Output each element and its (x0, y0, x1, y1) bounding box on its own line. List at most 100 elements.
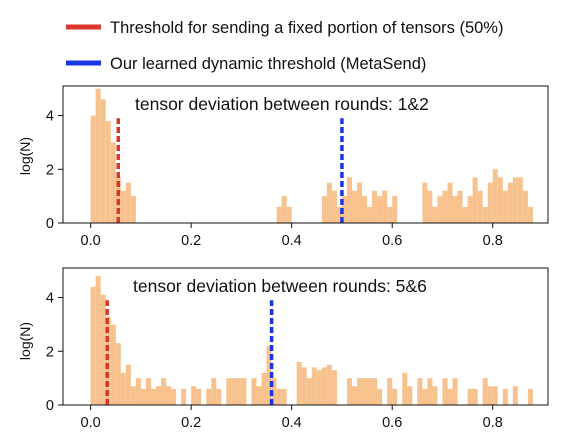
x-axis-ticks: 0.0 0.2 0.4 0.6 0.8 (81, 405, 503, 431)
histogram-bar (502, 388, 508, 405)
histogram-bar (90, 115, 96, 223)
histogram-bar (527, 388, 533, 405)
histogram-bar (482, 206, 488, 223)
histogram-bar (120, 190, 126, 223)
histogram-bar (181, 388, 187, 405)
histogram-bar (125, 364, 131, 405)
histogram-bar (472, 177, 478, 223)
histogram-bar (382, 190, 388, 223)
histogram-bar (346, 378, 352, 405)
histogram-bar (447, 388, 453, 405)
histogram-bar (95, 276, 101, 405)
histogram-bar (161, 378, 167, 405)
histogram-bar (492, 169, 498, 223)
histogram-bar (377, 196, 383, 223)
histogram-bar (216, 388, 222, 405)
histogram-bar (105, 120, 111, 223)
legend-label-learned-threshold: Our learned dynamic threshold (MetaSend) (110, 55, 426, 73)
histogram-bar (191, 386, 197, 405)
histogram-bar (120, 372, 126, 405)
histogram-bar (261, 372, 267, 405)
histogram-panel-rounds-1-2: 0.0 0.2 0.4 0.6 0.8 0 2 4 log(N) tensor deviat… (17, 85, 549, 249)
histogram-bar (231, 378, 237, 405)
histogram-bar (241, 378, 247, 405)
histogram-bar (171, 388, 177, 405)
histogram-bar (447, 182, 453, 223)
histogram-bar (442, 378, 448, 405)
histogram-bar (487, 386, 493, 405)
histogram-bar (377, 388, 383, 405)
histogram-bar (110, 142, 116, 223)
legend-label-fixed-threshold: Threshold for sending a fixed portion of… (110, 19, 503, 37)
x-tick-label: 0.6 (382, 415, 402, 431)
x-tick-label: 0.6 (382, 233, 402, 249)
histogram-bar (196, 388, 202, 405)
histogram-bar (457, 190, 463, 223)
y-tick-label: 2 (46, 162, 54, 178)
histogram-bar (392, 388, 398, 405)
histogram-bar (372, 378, 378, 405)
x-tick-label: 0.8 (483, 233, 503, 249)
histogram-bar (372, 190, 378, 223)
histogram-bar (432, 206, 438, 223)
histogram-bar (432, 386, 438, 405)
histogram-bar (522, 190, 528, 223)
y-tick-label: 4 (46, 109, 54, 125)
histogram-bar (462, 206, 468, 223)
histogram-bar (497, 177, 503, 223)
histogram-bar (367, 378, 373, 405)
histogram-bar (437, 196, 443, 223)
histogram-bars (90, 88, 533, 223)
histogram-bar (517, 177, 523, 223)
y-axis-ticks: 0 2 4 (46, 109, 63, 232)
histogram-bar (326, 364, 332, 405)
histogram-bar (206, 388, 212, 405)
y-axis-ticks: 0 2 4 (46, 291, 63, 414)
histogram-bar (110, 324, 116, 405)
plot-frame (62, 85, 549, 224)
x-tick-label: 0.0 (81, 415, 101, 431)
y-tick-label: 0 (46, 216, 54, 232)
histogram-bar (507, 182, 513, 223)
x-tick-label: 0.2 (181, 233, 201, 249)
histogram-bar (477, 190, 483, 223)
histogram-bar (321, 367, 327, 405)
histogram-bar (296, 362, 302, 405)
histogram-bar (100, 294, 106, 405)
histogram-bar (452, 378, 458, 405)
histogram-bar (487, 182, 493, 223)
histogram-bar (236, 378, 242, 405)
histogram-bar (166, 386, 172, 405)
histogram-bar (326, 182, 332, 223)
histogram-bar (155, 386, 162, 405)
histogram-bar (467, 388, 473, 405)
histogram-bar (256, 386, 262, 405)
histogram-bar (512, 386, 518, 405)
histogram-bar (150, 388, 156, 405)
histogram-bar (502, 190, 508, 223)
histogram-bar (140, 388, 146, 405)
histogram-panel-rounds-5-6: 0.0 0.2 0.4 0.6 0.8 0 2 4 log(N) tensor deviat… (17, 267, 549, 431)
histogram-bar (422, 388, 428, 405)
threshold-lines (116, 118, 344, 223)
histogram-bar (95, 88, 101, 223)
x-tick-label: 0.0 (81, 233, 101, 249)
histogram-bar (301, 367, 307, 405)
histogram-bar (130, 386, 136, 405)
histogram-bar (341, 196, 347, 223)
histogram-bar (100, 99, 106, 223)
histogram-bar (362, 378, 368, 405)
histogram-bar (251, 378, 257, 405)
histogram-bar (306, 378, 312, 405)
plot-frame (62, 267, 549, 406)
histogram-bar (467, 196, 473, 223)
histogram-bar (311, 367, 317, 405)
histogram-bar (281, 196, 287, 223)
histogram-bar (427, 190, 433, 223)
histogram-bar (442, 190, 448, 223)
panel-title: tensor deviation between rounds: 5&6 (133, 276, 427, 296)
y-axis-label: log(N) (17, 322, 33, 360)
histogram-bar (115, 343, 121, 405)
histogram-bar (492, 386, 498, 405)
